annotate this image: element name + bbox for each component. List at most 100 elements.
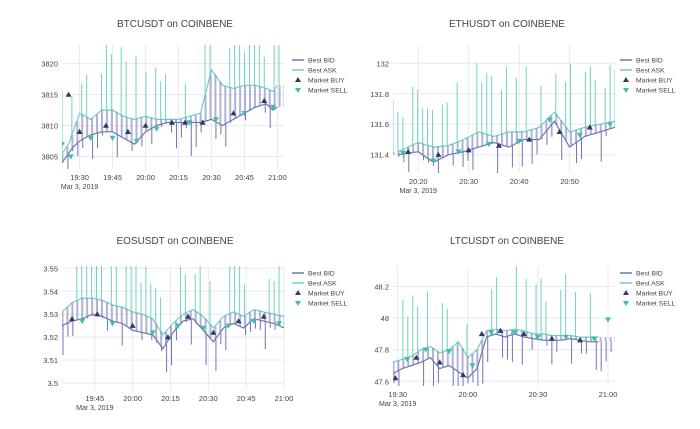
plot-area xyxy=(393,63,615,173)
market-sell-marker xyxy=(430,158,437,164)
legend-sell-swatch xyxy=(295,88,301,93)
legend-buy-swatch xyxy=(295,77,301,82)
legend-sell-swatch xyxy=(623,88,629,93)
market-buy-marker xyxy=(393,375,399,381)
y-tick-label: 47.8 xyxy=(374,346,389,355)
series-best-ask-line xyxy=(62,297,284,336)
x-tick-label: 20:40 xyxy=(510,177,529,186)
plot-area xyxy=(62,45,284,169)
market-sell-marker xyxy=(250,318,257,325)
y-tick-label: 3.53 xyxy=(43,310,58,319)
x-tick-label: 20:00 xyxy=(458,390,477,399)
market-sell-marker xyxy=(404,356,411,363)
legend-entry: Market SELL xyxy=(636,88,676,95)
market-buy-marker xyxy=(142,122,149,128)
market-sell-marker xyxy=(606,122,613,128)
market-buy-marker xyxy=(164,334,171,340)
legend-entry: Best BID xyxy=(636,58,663,65)
market-sell-marker xyxy=(400,150,407,157)
chart-panel-2: ETHUSDT on COINBENE 131.4 131.6 131.8 132 20:… xyxy=(370,19,675,195)
market-sell-marker xyxy=(270,104,277,110)
market-buy-marker xyxy=(520,330,527,337)
market-sell-marker xyxy=(149,330,156,336)
chart-title: LTCUSDT on COINBENE xyxy=(450,236,564,247)
legend-entry: Market BUY xyxy=(308,291,345,298)
legend-entry: Market BUY xyxy=(636,78,673,85)
legend-entry: Market SELL xyxy=(308,301,348,308)
y-tick-label: 3820 xyxy=(41,60,58,69)
y-tick-label: 48.2 xyxy=(374,283,389,292)
x-tick-label: 20:00 xyxy=(136,173,155,182)
market-sell-marker xyxy=(200,325,207,331)
market-buy-marker xyxy=(478,330,485,337)
legend-buy-swatch xyxy=(295,290,301,295)
market-sell-marker xyxy=(133,138,140,145)
market-buy-marker xyxy=(526,136,533,142)
x-tick-label: 21:00 xyxy=(275,394,294,403)
market-buy-marker xyxy=(261,97,268,103)
chart-panel-3: EOSUSDT on COINBENE 3.5 3.51 3.52 3.53 3.54 3.… xyxy=(43,236,347,412)
market-buy-marker xyxy=(586,124,593,130)
market-sell-marker xyxy=(511,330,518,336)
market-sell-marker xyxy=(604,317,611,323)
x-tick-label: 20:30 xyxy=(459,177,478,186)
chart-title: ETHUSDT on COINBENE xyxy=(449,19,565,30)
market-sell-marker xyxy=(469,363,476,369)
chart-panel-4: LTCUSDT on COINBENE 47.6 47.8 48 48.2 19:30 20… xyxy=(374,236,675,408)
market-buy-marker xyxy=(124,128,131,134)
series-best-bid-line xyxy=(393,333,599,379)
legend-entry: Market SELL xyxy=(636,301,676,308)
x-tick-label: 21:00 xyxy=(599,390,618,399)
market-sell-marker xyxy=(590,336,597,342)
legend: Best BID Best ASK Market BUY Market SELL xyxy=(292,271,348,308)
market-buy-marker xyxy=(210,329,217,335)
x-date-label: Mar 3, 2019 xyxy=(61,184,98,191)
market-buy-marker xyxy=(235,318,242,324)
y-tick-label: 132 xyxy=(376,59,389,68)
x-tick-label: 19:45 xyxy=(103,173,122,182)
legend-entry: Market BUY xyxy=(308,78,345,85)
legend-entry: Market SELL xyxy=(308,88,348,95)
market-sell-marker xyxy=(109,135,116,141)
market-sell-marker xyxy=(186,120,193,126)
legend: Best BID Best ASK Market BUY Market SELL xyxy=(620,58,676,95)
market-sell-marker xyxy=(79,318,86,325)
x-tick-label: 20:20 xyxy=(409,177,428,186)
market-sell-marker xyxy=(109,321,116,327)
legend-buy-swatch xyxy=(623,290,629,295)
market-sell-marker xyxy=(225,323,232,329)
market-sell-marker xyxy=(87,135,94,141)
legend-entry: Best BID xyxy=(308,271,335,278)
x-tick-label: 19:30 xyxy=(70,173,89,182)
market-buy-marker xyxy=(405,148,412,154)
market-buy-marker xyxy=(185,313,192,319)
market-sell-marker xyxy=(241,111,248,117)
x-tick-label: 19:45 xyxy=(85,394,104,403)
market-buy-marker xyxy=(199,119,206,125)
legend-entry: Best ASK xyxy=(308,68,337,75)
market-buy-marker xyxy=(495,142,502,148)
x-tick-label: 20:30 xyxy=(199,394,218,403)
market-sell-marker xyxy=(422,347,429,353)
market-buy-marker xyxy=(465,147,472,153)
market-buy-marker xyxy=(436,359,443,365)
legend-entry: Best ASK xyxy=(636,281,665,288)
y-tick-label: 3810 xyxy=(41,122,58,131)
market-sell-marker xyxy=(546,117,553,123)
y-tick-label: 3815 xyxy=(41,91,58,100)
market-buy-marker xyxy=(168,119,175,125)
legend: Best BID Best ASK Market BUY Market SELL xyxy=(292,58,348,95)
legend: Best BID Best ASK Market BUY Market SELL xyxy=(620,271,676,308)
market-buy-marker xyxy=(230,110,237,116)
market-sell-marker xyxy=(153,126,160,132)
legend-sell-swatch xyxy=(623,301,629,306)
y-tick-label: 3.51 xyxy=(43,356,58,365)
x-tick-label: 21:00 xyxy=(268,173,287,182)
market-buy-marker xyxy=(129,322,136,328)
y-tick-label: 3805 xyxy=(41,153,58,162)
market-buy-marker xyxy=(460,371,467,378)
y-tick-label: 131.4 xyxy=(370,151,389,160)
legend-entry: Best ASK xyxy=(308,281,337,288)
chart-panel-1: BTCUSDT on COINBENE 3805 3810 3815 3820 19:30… xyxy=(41,19,347,191)
